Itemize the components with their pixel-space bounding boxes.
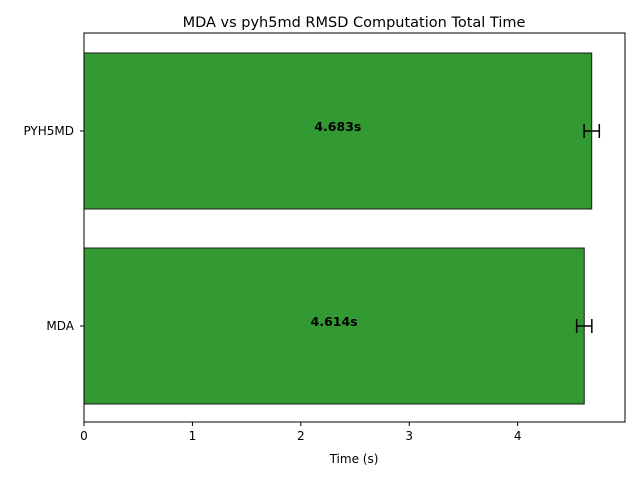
y-tick-label-mda: MDA bbox=[46, 319, 74, 333]
x-tick-label-2: 2 bbox=[297, 429, 305, 443]
data-label-mda: 4.614s bbox=[311, 314, 358, 329]
x-tick-label-1: 1 bbox=[189, 429, 197, 443]
y-tick-label-pyh5md: PYH5MD bbox=[23, 124, 74, 138]
data-label-pyh5md: 4.683s bbox=[314, 119, 361, 134]
plot-frame bbox=[83, 32, 626, 423]
y-axis-ticks: MDA PYH5MD bbox=[23, 124, 84, 333]
x-tick-label-4: 4 bbox=[514, 429, 522, 443]
bars-group bbox=[83, 52, 593, 405]
bar-labels-group: 4.614s 4.683s bbox=[311, 119, 362, 329]
bar-mda bbox=[83, 247, 585, 405]
chart-title: MDA vs pyh5md RMSD Computation Total Tim… bbox=[183, 15, 526, 31]
x-tick-label-3: 3 bbox=[405, 429, 413, 443]
x-tick-label-0: 0 bbox=[80, 429, 88, 443]
bar-pyh5md bbox=[83, 52, 593, 210]
errorbars-group bbox=[575, 124, 601, 333]
x-axis-label: Time (s) bbox=[329, 452, 379, 466]
x-axis-ticks: 0 1 2 3 4 bbox=[80, 422, 521, 443]
